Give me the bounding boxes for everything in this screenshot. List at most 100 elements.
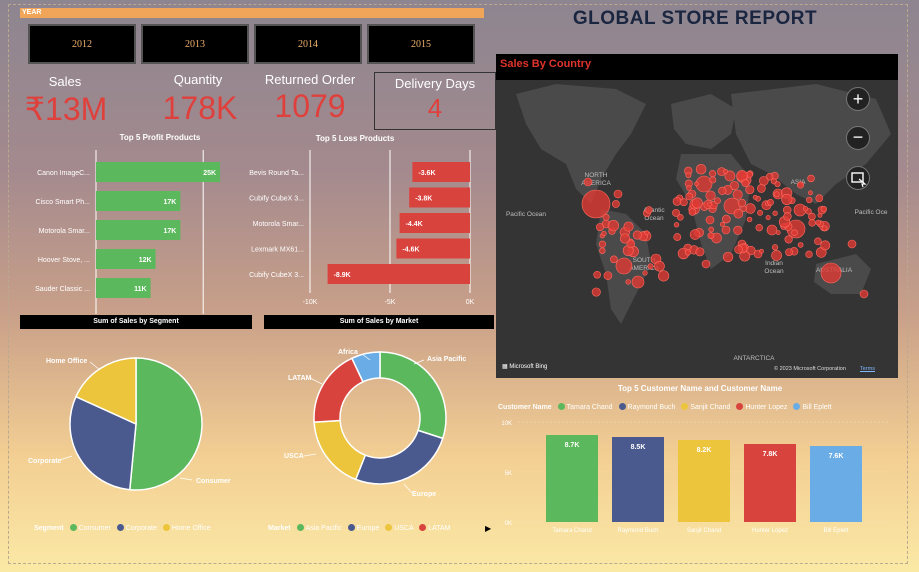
map-sales-bubble: [705, 190, 716, 201]
customer-bar: [810, 446, 862, 522]
customer-legend-title: Customer Name: [498, 404, 552, 411]
year-button-2014[interactable]: 2014: [254, 24, 362, 64]
map-region-label: Indian: [765, 260, 783, 267]
profit-bar: [96, 162, 221, 182]
map-region-label: Atlantic: [643, 207, 665, 214]
market-slice: [350, 351, 381, 383]
map-sales-bubble: [722, 251, 734, 263]
legend-dot-c0: [557, 403, 565, 410]
map-region-label: SOUTH: [633, 257, 656, 264]
map-sales-bubble: [721, 225, 731, 235]
market-slice-label: Asia Pacific: [427, 356, 466, 363]
legend-asia-pacific[interactable]: Asia Pacific: [305, 525, 342, 532]
map-sales-bubble: [679, 198, 688, 207]
loss-category-label: Motorola Smar...: [253, 221, 304, 228]
profit-data-label: 17K: [164, 199, 177, 206]
customer-category-label: Bill Eplett: [823, 528, 848, 534]
select-area-icon[interactable]: [846, 166, 870, 190]
map-sales-bubble: [602, 213, 610, 221]
sales-map[interactable]: NORTHAMERICASOUTHAMERICAASIAAUSTRALIAANT…: [496, 54, 898, 378]
legend-dot-usca: [385, 524, 393, 531]
legend-europe[interactable]: Europe: [356, 525, 380, 532]
market-slice-label: USCA: [284, 453, 304, 460]
segment-slice-label: Consumer: [196, 478, 231, 485]
legend-customer-4[interactable]: Bill Eplett: [802, 404, 832, 411]
map-sales-bubble: [615, 257, 633, 275]
continent-shape: [516, 84, 646, 204]
map-sales-bubble: [752, 194, 758, 200]
legend-dot-europe: [347, 524, 355, 531]
map-sales-bubble: [632, 230, 642, 240]
map-sales-bubble: [723, 168, 729, 174]
loss-chart-title: Top 5 Loss Products: [315, 134, 395, 143]
market-leader-line: [303, 453, 317, 457]
legend-next-arrow-icon[interactable]: ▶: [485, 524, 492, 533]
kpi-sales-label: Sales: [48, 74, 82, 89]
loss-data-label: -8.9K: [334, 272, 351, 279]
year-slicer-label: YEAR: [22, 9, 42, 16]
map-sales-bubble: [689, 229, 701, 240]
bing-text: Microsoft Bing: [509, 364, 548, 370]
kpi-delivery-card: Delivery Days 4: [374, 72, 496, 130]
map-sales-bubble: [734, 245, 743, 254]
map-sales-bubble: [820, 262, 842, 284]
legend-customer-2[interactable]: Sanjit Chand: [690, 404, 731, 411]
customer-bar-chart: 10K 5K 0K 8.7K Tamara Chand 8.5K Raymond Buch 8…: [501, 421, 888, 534]
map-sales-bubble: [771, 244, 779, 251]
legend-usca[interactable]: USCA: [394, 525, 414, 532]
customer-data-label: 8.2K: [697, 447, 712, 454]
kpi-returned-label: Returned Order: [264, 72, 356, 87]
map-sales-bubble: [709, 170, 717, 178]
map-sales-bubble: [691, 197, 703, 209]
map-sales-bubble: [767, 199, 774, 206]
market-slice-label: Africa: [338, 349, 358, 356]
loss-bar: [409, 187, 470, 208]
map-sales-bubble: [797, 181, 805, 189]
segment-legend: Segment Consumer Corporate Home Office: [34, 524, 254, 532]
kpi-quantity-value: 178K: [162, 90, 238, 126]
year-button-2013[interactable]: 2013: [141, 24, 249, 64]
segment-chart-title: Sum of Sales by Segment: [20, 315, 252, 329]
map-sales-bubble: [631, 275, 645, 289]
legend-consumer[interactable]: Consumer: [78, 525, 111, 532]
loss-bar: [396, 238, 470, 259]
map-sales-bubble: [695, 247, 705, 257]
year-button-2015[interactable]: 2015: [367, 24, 475, 64]
legend-corporate[interactable]: Corporate: [125, 525, 157, 532]
kpi-delivery-value: 4: [427, 93, 443, 123]
report-title: GLOBAL STORE REPORT: [572, 8, 818, 29]
zoom-out-icon[interactable]: −: [846, 126, 870, 150]
legend-customer-1[interactable]: Raymond Buch: [627, 404, 676, 411]
map-sales-bubble: [701, 259, 711, 269]
map-sales-bubble: [647, 263, 654, 270]
legend-latam[interactable]: LATAM: [428, 525, 451, 532]
year-button-2012[interactable]: 2012: [28, 24, 136, 64]
map-sales-bubble: [759, 248, 764, 254]
customer-data-label: 8.5K: [631, 444, 646, 451]
map-sales-bubble: [707, 232, 715, 239]
loss-data-label: -4.6K: [402, 247, 419, 254]
market-leader-line: [413, 359, 425, 365]
map-sales-bubble: [733, 225, 743, 235]
map-sales-bubble: [591, 287, 601, 297]
legend-home-office[interactable]: Home Office: [171, 525, 211, 532]
zoom-in-icon[interactable]: +: [846, 87, 870, 111]
segment-leader-line: [59, 455, 73, 461]
map-sales-bubble: [775, 230, 781, 235]
segment-leader-line: [89, 361, 101, 371]
map-region-label: Pacific Oce: [855, 209, 888, 216]
map-sales-bubble: [733, 209, 744, 219]
map-title: Sales By Country: [496, 54, 898, 80]
map-sales-bubble: [707, 201, 712, 207]
loss-category-label: Lexmark MX61...: [251, 247, 304, 254]
map-sales-bubble: [820, 205, 827, 213]
legend-customer-3[interactable]: Hunter Lopez: [745, 404, 788, 411]
legend-customer-0[interactable]: Tamara Chand: [566, 404, 613, 411]
market-leader-line: [403, 483, 413, 494]
map-sales-bubble: [694, 181, 699, 187]
map-terms-link[interactable]: Terms: [860, 366, 875, 372]
map-sales-bubble: [709, 176, 717, 184]
map-sales-bubble: [625, 279, 631, 285]
map-sales-bubble: [595, 223, 605, 232]
map-sales-bubble: [732, 189, 743, 200]
